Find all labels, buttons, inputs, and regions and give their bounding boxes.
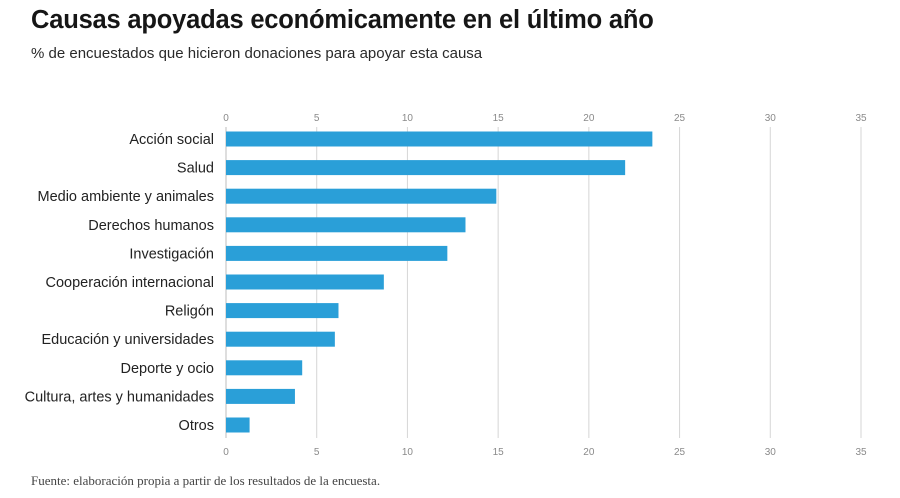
x-tick-top-label: 25 [674,113,686,124]
x-tick-bottom-label: 5 [314,447,320,458]
x-tick-top-label: 10 [402,113,414,124]
x-tick-bottom-label: 25 [674,447,686,458]
x-tick-bottom-label: 0 [223,447,229,458]
category-label: Investigación [129,246,214,262]
bar [226,245,448,261]
x-axis-bottom-ticks: 0 5 10 15 20 25 30 35 [223,447,867,458]
category-label: Cooperación internacional [46,275,214,291]
category-label: Acción social [129,132,214,148]
bar [226,388,295,404]
category-label: Cultura, artes y humanidades [25,389,214,405]
bar [226,331,335,347]
x-tick-top-label: 15 [493,113,505,124]
bar [226,160,626,176]
bar [226,303,339,319]
category-label: Medio ambiente y animales [37,189,214,205]
category-label: Religón [165,304,214,320]
bar [226,360,303,376]
x-axis-top-ticks: 0 5 10 15 20 25 30 35 [223,113,867,124]
chart-subtitle: % de encuestados que hicieron donaciones… [31,45,483,62]
category-label: Educación y universidades [42,332,215,348]
x-tick-bottom-label: 10 [402,447,414,458]
category-label: Otros [179,418,214,434]
bars [226,131,653,433]
category-label: Derechos humanos [88,218,214,234]
category-labels: Acción social Salud Medio ambiente y anima… [25,132,214,434]
x-tick-bottom-label: 35 [855,447,867,458]
x-tick-top-label: 5 [314,113,320,124]
x-tick-bottom-label: 30 [765,447,777,458]
x-tick-top-label: 35 [855,113,867,124]
x-tick-bottom-label: 20 [583,447,595,458]
bar [226,188,497,204]
x-tick-top-label: 0 [223,113,229,124]
bar [226,217,466,233]
bar [226,417,250,433]
x-tick-top-label: 20 [583,113,595,124]
source-note: Fuente: elaboración propia a partir de l… [31,473,381,488]
category-label: Deporte y ocio [121,361,215,377]
bar [226,131,653,147]
x-tick-bottom-label: 15 [493,447,505,458]
chart-title: Causas apoyadas económicamente en el últ… [31,6,654,34]
category-label: Salud [177,161,214,177]
x-tick-top-label: 30 [765,113,777,124]
bar [226,274,384,290]
